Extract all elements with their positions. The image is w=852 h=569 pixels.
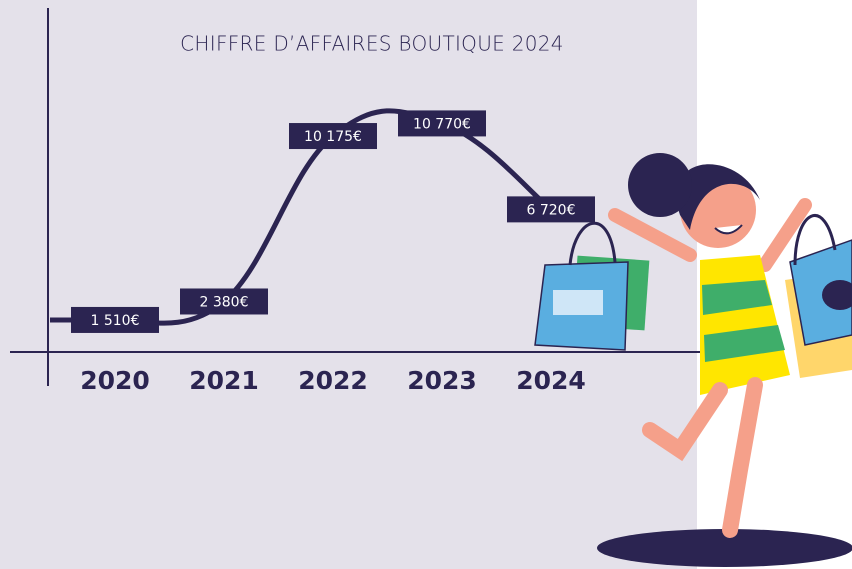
label-background [71,306,159,333]
data-label: 10 770€ [413,116,471,132]
data-label-box: 10 175€ [289,123,377,150]
data-label: 10 175€ [304,129,362,145]
data-label: 2 380€ [200,294,249,310]
data-label-box: 1 510€ [71,306,159,333]
bag [789,239,852,346]
illustration [534,153,852,567]
data-label: 6 720€ [527,202,576,218]
arm [608,208,697,262]
label-background [507,196,595,223]
x-tick-label: 2022 [298,366,368,395]
x-tick-label: 2020 [80,366,150,395]
leg [642,382,728,462]
x-tick-label: 2021 [189,366,259,395]
label-background [398,110,486,137]
bag-label [553,290,603,315]
plot-area: 2020 2021 2022 2023 2024 1 510€ 2 380€ 10 175€ 1… [50,108,595,395]
hair [676,164,760,230]
leg [722,377,763,538]
shadow [597,529,852,567]
hair-bun [628,153,692,217]
arm [758,198,812,272]
bag-handle [793,214,837,266]
label-background [289,123,377,150]
data-label-box: 2 380€ [180,288,268,315]
smile [714,224,743,235]
label-background [180,288,268,315]
chart-title: CHIFFRE D’AFFAIRES BOUTIQUE 2024 [180,32,564,56]
x-tick-label: 2024 [516,366,586,395]
data-label: 1 510€ [91,313,140,329]
data-label-box: 6 720€ [507,196,595,223]
dress [700,255,790,395]
bag-logo [822,280,852,310]
dress-stripe [702,280,785,362]
data-label-box: 10 770€ [398,110,486,137]
bag-handle [568,221,617,266]
x-tick-label: 2023 [407,366,477,395]
